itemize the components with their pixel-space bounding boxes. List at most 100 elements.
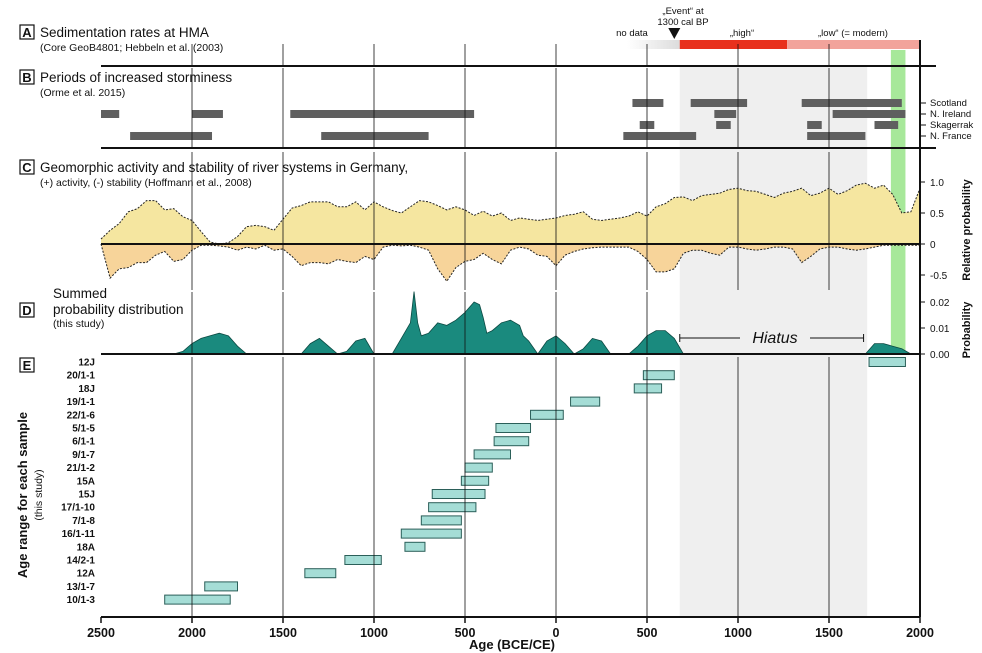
c-ytick-label: 1.0 bbox=[930, 178, 944, 189]
panel-d-label-box bbox=[19, 302, 35, 318]
region-label: Scotland bbox=[930, 98, 967, 109]
summed-probability-area bbox=[101, 291, 920, 355]
sample-name: 9/1-7 bbox=[72, 450, 95, 461]
panel-e-label: E bbox=[23, 358, 32, 373]
storm-bar bbox=[623, 132, 697, 140]
panel-d-subtitle: (this study) bbox=[53, 318, 104, 330]
stability-area bbox=[101, 244, 920, 282]
rate-nodata-label: no data bbox=[616, 28, 648, 39]
event-label-line2: 1300 cal BP bbox=[657, 17, 708, 28]
sample-name: 5/1-5 bbox=[72, 424, 95, 435]
stability-outline bbox=[100, 243, 920, 283]
panel-a-label-box bbox=[19, 24, 35, 40]
storm-bar bbox=[101, 110, 120, 118]
hiatus-label-bg bbox=[740, 327, 810, 347]
x-tick-label: 1500 bbox=[815, 626, 843, 640]
activity-area bbox=[101, 183, 920, 244]
spd-area bbox=[173, 291, 913, 355]
sample-name: 13/1-7 bbox=[67, 582, 96, 593]
panel-d-label: D bbox=[22, 303, 31, 318]
storm-bar bbox=[632, 99, 664, 107]
sample-name: 17/1-10 bbox=[61, 503, 95, 514]
panel-e-ylabel: Age range for each sample bbox=[15, 412, 30, 578]
sample-range bbox=[633, 383, 663, 394]
rate-segment bbox=[787, 40, 920, 49]
sample-name: 15A bbox=[77, 476, 95, 487]
panel-a-label: A bbox=[22, 25, 32, 40]
panel-a: A Sedimentation rates at HMA (Core GeoB4… bbox=[19, 6, 920, 54]
storm-bar bbox=[130, 132, 213, 140]
sample-name: 16/1-11 bbox=[62, 529, 96, 540]
activity-stability-area bbox=[100, 182, 921, 283]
storm-bar bbox=[874, 121, 899, 129]
activity-outline bbox=[100, 182, 921, 245]
x-axis-title: Age (BCE/CE) bbox=[469, 637, 555, 652]
c-ytick-label: 0.5 bbox=[930, 209, 944, 220]
sample-name: 20/1-1 bbox=[67, 371, 96, 382]
sample-name: 18J bbox=[78, 384, 95, 395]
x-tick-label: 500 bbox=[637, 626, 658, 640]
panel-b-label: B bbox=[22, 70, 31, 85]
rate-low-label: „low“ (= modern) bbox=[818, 28, 888, 39]
x-tick-label: 2500 bbox=[87, 626, 115, 640]
storm-bar bbox=[192, 110, 223, 118]
panel-a-title: Sedimentation rates at HMA bbox=[40, 25, 209, 40]
rate-segment bbox=[626, 40, 680, 49]
c-ytick-label: 0 bbox=[930, 240, 936, 251]
panel-d-title-line2: probability distribution bbox=[53, 302, 184, 317]
panel-e-label-box bbox=[19, 357, 35, 373]
hiatus-bracket bbox=[679, 327, 865, 347]
storm-bar bbox=[714, 110, 737, 118]
region-label: N. Ireland bbox=[930, 109, 971, 120]
sample-name: 14/2-1 bbox=[67, 556, 96, 567]
panel-c: C Geomorphic activity and stability of r… bbox=[19, 159, 973, 283]
storm-bar bbox=[290, 110, 475, 118]
x-tick-label: 2000 bbox=[906, 626, 934, 640]
storm-bar bbox=[716, 121, 731, 129]
sample-name: 10/1-3 bbox=[67, 595, 96, 606]
sample-range bbox=[404, 541, 426, 552]
storm-bar bbox=[321, 132, 429, 140]
region-label: Skagerrak bbox=[930, 120, 974, 131]
panel-c-yticks: 1.0 0.5 0 -0.5 bbox=[920, 178, 948, 282]
c-ytick-label: -0.5 bbox=[930, 271, 948, 282]
sample-name: 18A bbox=[77, 542, 95, 553]
panel-b-title: Periods of increased storminess bbox=[40, 70, 232, 85]
sample-range bbox=[495, 423, 532, 433]
panel-b: B Periods of increased storminess (Orme … bbox=[19, 69, 974, 142]
sample-range bbox=[642, 370, 675, 381]
sample-range bbox=[493, 436, 530, 447]
panel-frame bbox=[101, 40, 936, 617]
sedimentation-rate-bar bbox=[626, 40, 920, 49]
d-ytick-label: 0.01 bbox=[930, 324, 950, 335]
panel-c-title: Geomorphic activity and stability of riv… bbox=[40, 160, 408, 175]
sample-name: 12J bbox=[78, 358, 95, 369]
sample-range bbox=[420, 515, 462, 526]
storm-bar bbox=[801, 99, 902, 107]
sample-range bbox=[164, 594, 231, 605]
sample-range bbox=[428, 502, 477, 513]
event-marker-triangle-icon bbox=[668, 28, 681, 39]
panel-b-label-box bbox=[19, 69, 35, 85]
x-tick-label: 500 bbox=[455, 626, 476, 640]
panel-c-subtitle: (+) activity, (-) stability (Hoffmann et… bbox=[40, 177, 252, 189]
sample-range bbox=[570, 396, 601, 407]
x-tick-label: 1000 bbox=[724, 626, 752, 640]
sample-range bbox=[460, 475, 490, 486]
panel-c-label-box bbox=[19, 159, 35, 175]
storm-bar bbox=[832, 110, 906, 118]
sample-range bbox=[204, 581, 239, 592]
sample-range bbox=[530, 409, 564, 420]
panel-d-title-line1: Summed bbox=[53, 286, 107, 301]
x-tick-label: 2000 bbox=[178, 626, 206, 640]
sample-name: 21/1-2 bbox=[67, 463, 96, 474]
sample-name: 22/1-6 bbox=[67, 410, 96, 421]
sample-range bbox=[464, 462, 493, 473]
panel-a-subtitle: (Core GeoB4801; Hebbeln et al. (2003) bbox=[40, 42, 223, 54]
sample-name: 19/1-1 bbox=[67, 397, 96, 408]
storminess-bars bbox=[101, 99, 906, 140]
d-ytick-label: 0.00 bbox=[930, 350, 950, 361]
storm-bar bbox=[807, 121, 822, 129]
hiatus-label: Hiatus bbox=[752, 330, 797, 347]
